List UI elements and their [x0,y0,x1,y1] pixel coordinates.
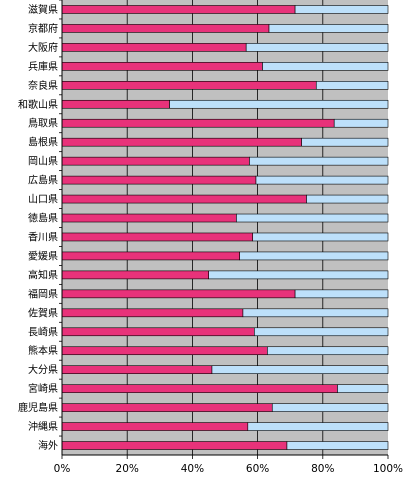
bar-segment-secondary [306,194,389,204]
bar-segment-secondary [315,81,389,90]
category-label: 鹿児島県 [18,401,58,414]
x-axis-ticks: 0% 20% 40% 60% 80% 100% [54,455,403,475]
bar-segment-secondary [254,327,389,337]
bar-segment-primary [61,24,270,33]
category-label: 長崎県 [28,325,58,338]
bar-segment-secondary [169,99,389,109]
category-label: 京都府 [28,22,58,35]
bar-segment-primary [61,99,170,109]
tick-label: 20% [116,463,139,475]
category-label: 徳島県 [28,212,58,225]
bar-segment-secondary [208,270,389,280]
bar-segment-primary [61,175,257,185]
bar-segment-secondary [239,251,389,261]
category-label: 佐賀県 [28,307,58,319]
tick-label: 80% [311,463,334,475]
bar-segment-secondary [268,24,389,33]
category-label: 和歌山県 [18,98,58,111]
bar-segment-secondary [337,384,389,393]
tick-label: 40% [181,463,204,475]
bar-segment-secondary [267,346,389,356]
category-label: 熊本県 [28,344,58,357]
bar-segment-primary [61,213,237,223]
bar-segment-primary [61,43,247,52]
tick-label: 60% [246,463,269,475]
category-label: 海外 [38,439,58,452]
plot-area [62,0,388,455]
bar-segment-primary [61,232,254,242]
category-label: 宮崎県 [28,382,58,395]
bar-segment-primary [61,308,244,318]
category-label: 高知県 [28,268,58,281]
bar-segment-secondary [262,62,389,71]
bar-segment-primary [61,251,240,261]
bar-segment-primary [61,365,213,374]
category-label: 大阪府 [28,41,58,54]
bar-segment-primary [61,422,249,431]
bars-group [61,5,389,450]
bar-segment-primary [61,81,317,90]
bar-segment-primary [61,441,288,450]
bar-segment-secondary [301,137,389,147]
bar-segment-primary [61,156,250,166]
category-label: 福岡県 [28,287,58,300]
bar-segment-secondary [245,43,389,52]
category-label: 大分県 [28,363,58,376]
bar-segment-secondary [294,289,389,299]
bar-segment-primary [61,194,307,204]
bar-segment-secondary [286,441,389,450]
category-label: 広島県 [28,174,58,187]
bar-segment-secondary [249,156,389,166]
category-labels: 滋賀県京都府大阪府兵庫県奈良県和歌山県鳥取県島根県岡山県広島県山口県徳島県香川県… [18,0,62,452]
bar-segment-secondary [255,175,389,185]
category-label: 愛媛県 [28,249,58,262]
bar-segment-secondary [211,365,389,374]
bar-segment-primary [61,289,296,299]
bar-segment-primary [61,346,268,356]
bar-segment-primary [61,327,255,337]
category-label: 滋賀県 [28,3,58,16]
bar-segment-primary [61,403,273,412]
gridlines [126,0,324,455]
bar-segment-secondary [247,422,389,431]
category-label: 兵庫県 [28,60,58,73]
bar-segment-primary [61,5,296,14]
category-label: 沖縄県 [28,420,58,433]
bar-segment-primary [61,270,209,280]
category-label: 奈良県 [28,79,58,92]
bar-segment-secondary [271,403,389,412]
bar-segment-primary [61,62,263,71]
category-label: 山口県 [28,194,58,206]
category-label: 香川県 [28,231,58,243]
bar-segment-secondary [333,118,389,128]
tick-label: 100% [373,463,403,475]
category-label: 鳥取県 [28,117,58,130]
bar-segment-primary [61,118,335,128]
bar-segment-secondary [252,232,389,242]
bar-segment-secondary [294,5,389,14]
bar-segment-primary [61,384,338,393]
tick-label: 0% [54,463,71,475]
bar-segment-secondary [242,308,389,318]
bar-segment-secondary [236,213,389,223]
category-label: 岡山県 [28,156,58,168]
bar-segment-primary [61,137,302,147]
category-label: 島根県 [28,136,58,149]
